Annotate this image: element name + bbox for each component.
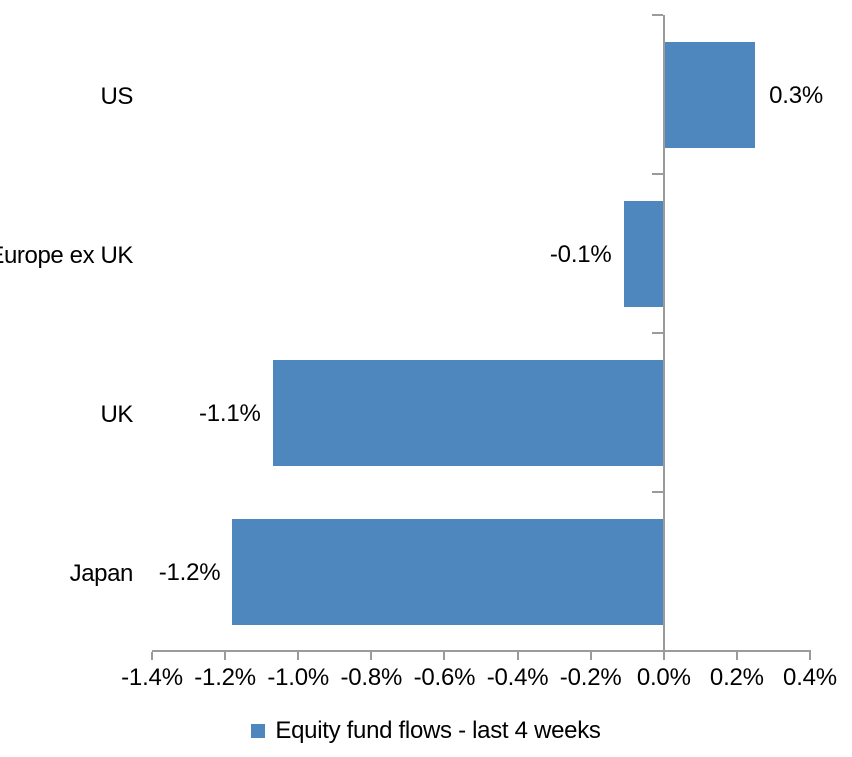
x-axis-tick-label: -0.6% <box>413 664 476 691</box>
zero-axis-line <box>662 15 665 660</box>
x-axis-tick <box>297 652 300 660</box>
bar-uk <box>272 359 664 466</box>
x-axis-tick-label: -1.4% <box>121 664 183 691</box>
x-axis-tick-label: 0.0% <box>636 664 691 691</box>
x-axis-line <box>152 650 811 652</box>
legend-label: Equity fund flows - last 4 weeks <box>275 717 601 744</box>
x-axis-tick-label: -1.2% <box>194 664 256 691</box>
bar-value-label-us: 0.3% <box>769 81 824 109</box>
x-axis-tick <box>662 652 665 660</box>
legend: Equity fund flows - last 4 weeks <box>0 717 852 745</box>
bar-value-label-europe-ex-uk: -0.1% <box>549 240 612 268</box>
x-axis-tick-label: 0.4% <box>783 664 837 691</box>
x-axis-tick <box>443 652 446 660</box>
zero-axis-tick <box>651 14 663 16</box>
bar-europe-ex-uk <box>623 200 664 307</box>
x-axis-tick-label: -0.2% <box>559 664 622 691</box>
x-axis-tick-label: -0.8% <box>340 664 403 691</box>
x-axis-tick <box>370 652 373 660</box>
bar-value-label-uk: -1.1% <box>198 399 261 427</box>
bar-us <box>663 41 756 148</box>
x-axis-tick-label: -1.0% <box>267 664 330 691</box>
x-axis-tick-label: 0.2% <box>709 664 764 691</box>
zero-axis-tick <box>651 173 663 175</box>
x-axis-tick <box>589 652 592 660</box>
category-label-japan: Japan <box>69 559 134 587</box>
zero-axis-tick <box>651 491 663 493</box>
category-label-us: US <box>100 82 133 110</box>
x-axis-tick <box>516 652 519 660</box>
legend-marker-square <box>251 724 266 738</box>
category-label-uk: UK <box>100 400 133 428</box>
zero-axis-tick <box>651 332 663 334</box>
bar-japan <box>232 518 664 625</box>
x-axis-tick-label: -0.4% <box>486 664 549 691</box>
x-axis-tick <box>735 652 738 660</box>
x-axis-tick <box>151 652 153 660</box>
bar-value-label-japan: -1.2% <box>158 558 221 586</box>
category-label-europe-ex-uk: Europe ex UK <box>0 241 133 269</box>
x-axis-tick <box>809 652 811 660</box>
x-axis-tick <box>224 652 227 660</box>
